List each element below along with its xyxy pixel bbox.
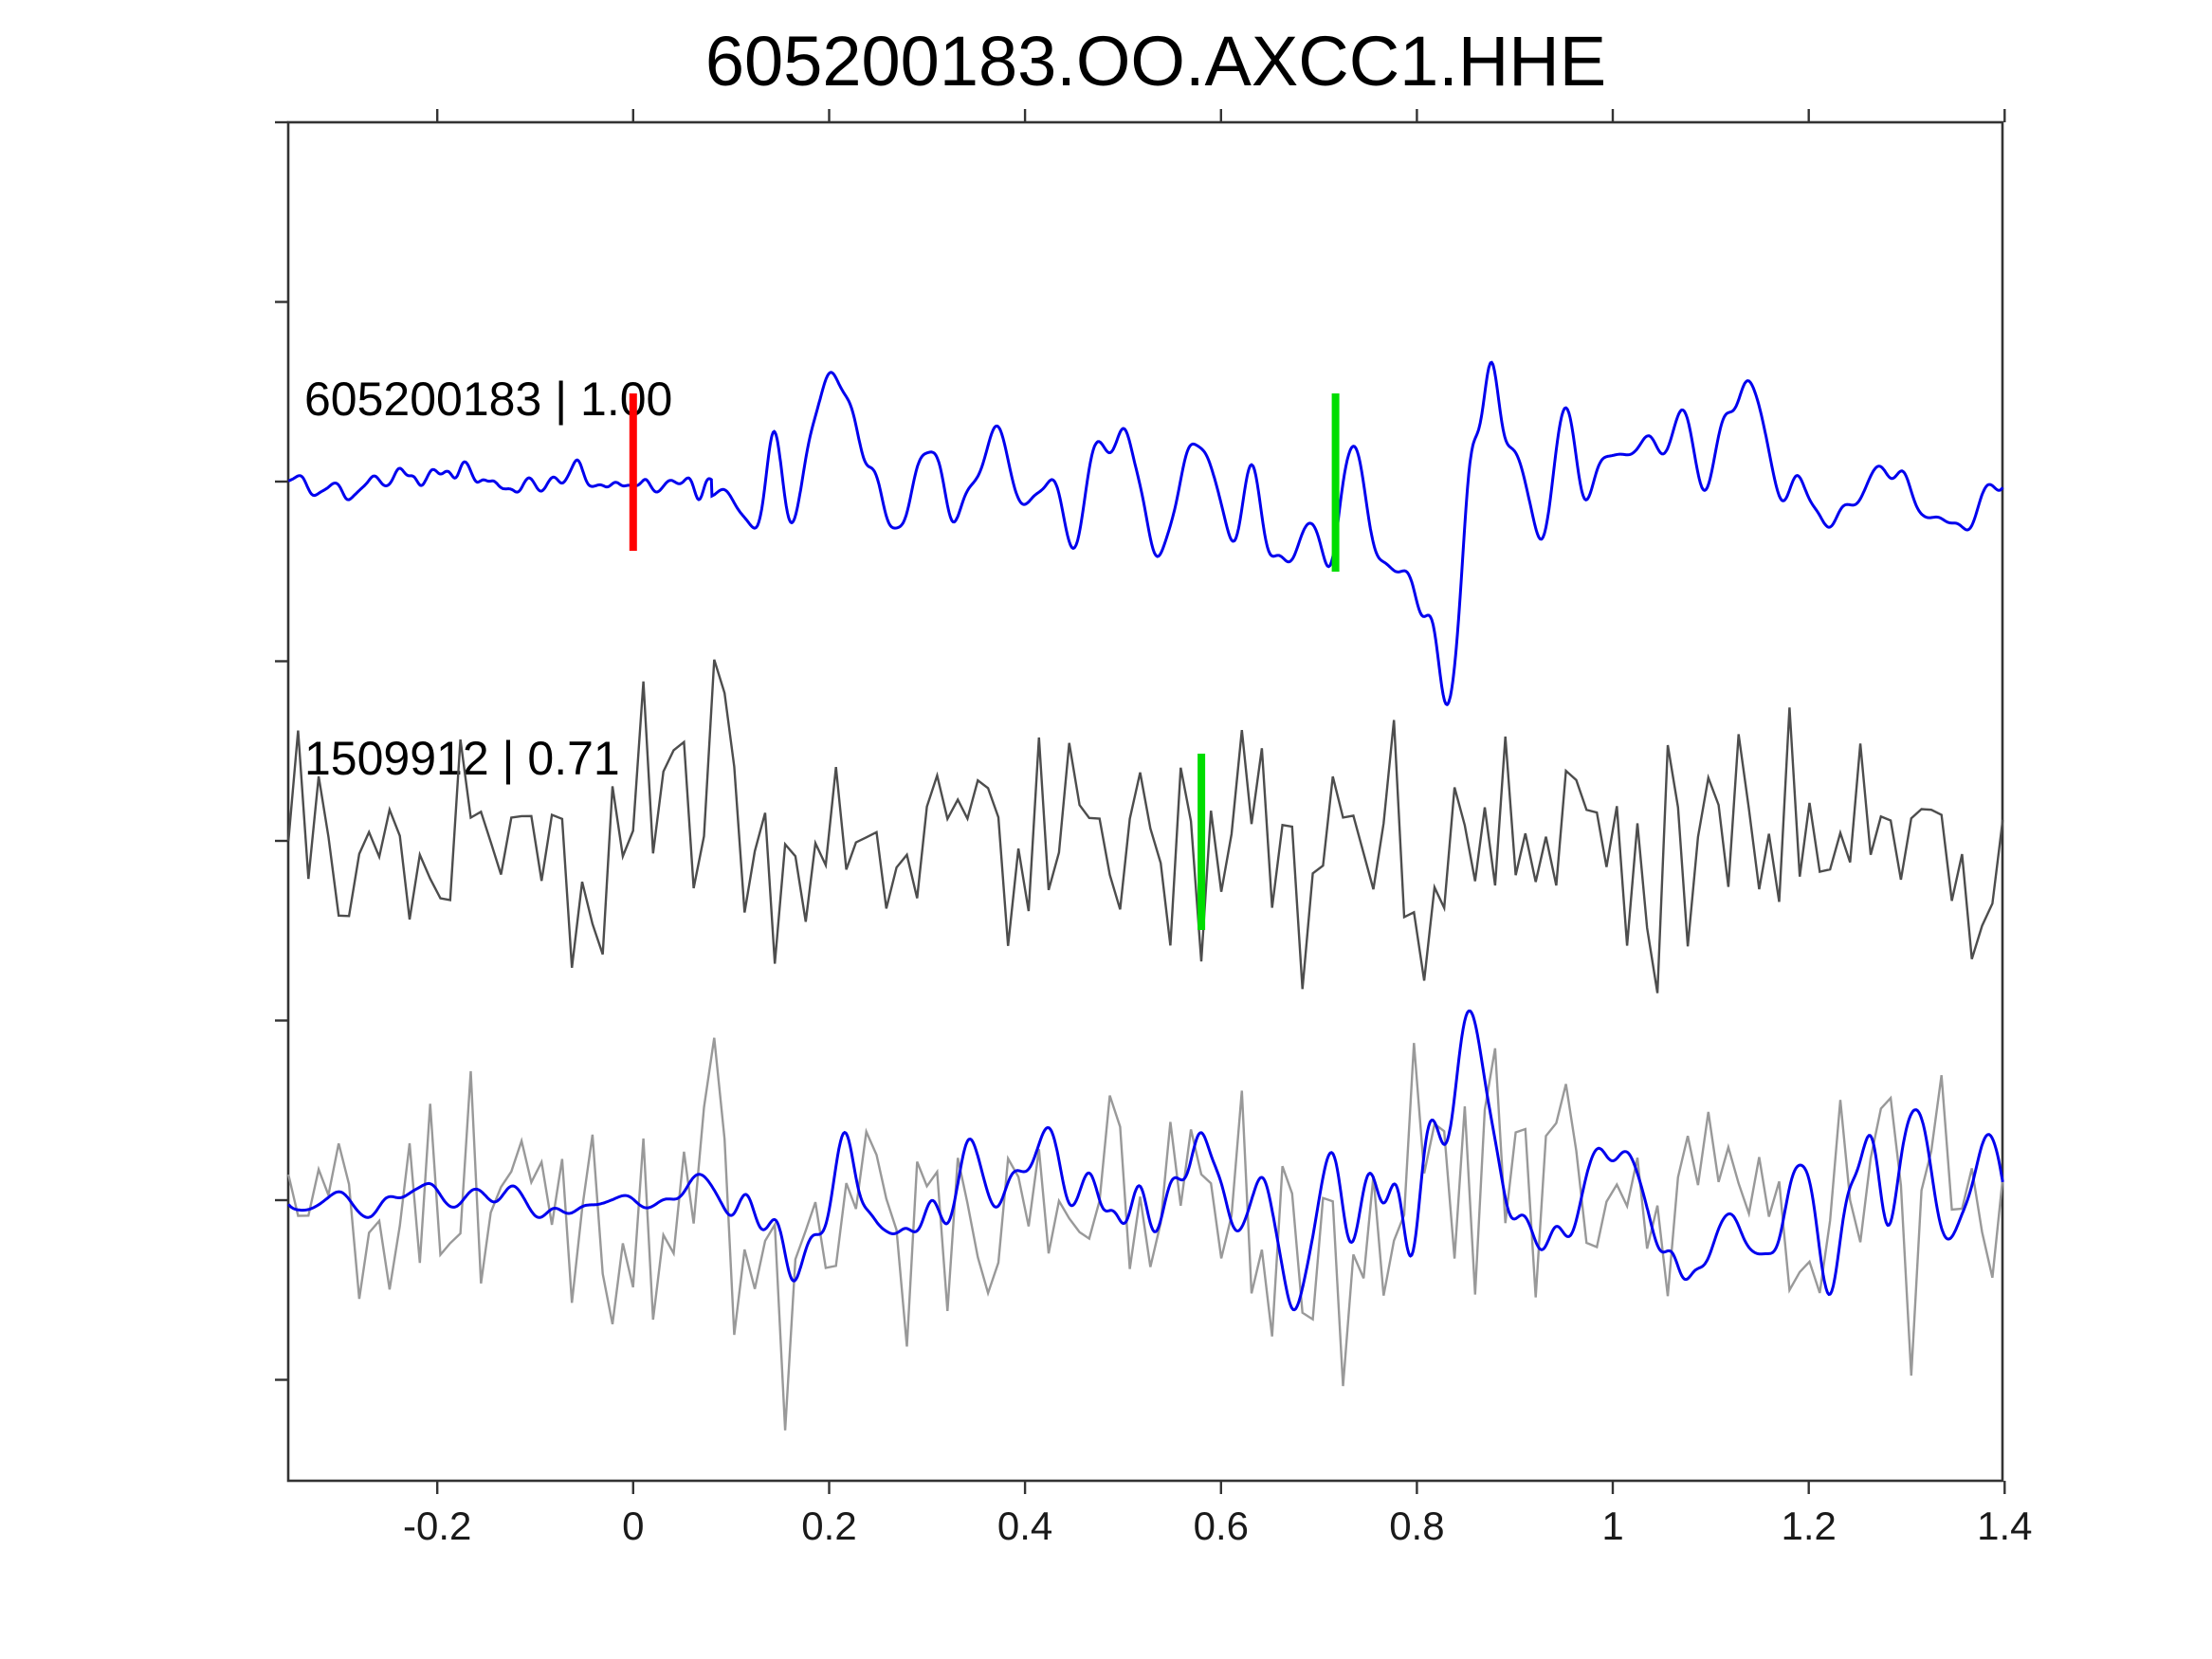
svg-text:-0.2: -0.2 xyxy=(403,1504,471,1548)
svg-text:0.6: 0.6 xyxy=(1194,1504,1249,1548)
svg-text:0.8: 0.8 xyxy=(1389,1504,1444,1548)
svg-text:0.2: 0.2 xyxy=(801,1504,856,1548)
svg-text:1.4: 1.4 xyxy=(1977,1504,2032,1548)
svg-text:0: 0 xyxy=(622,1504,644,1548)
svg-text:605200183.OO.AXCC1.HHE: 605200183.OO.AXCC1.HHE xyxy=(705,22,1606,100)
svg-text:605200183 | 1.00: 605200183 | 1.00 xyxy=(304,373,672,426)
svg-text:0.4: 0.4 xyxy=(997,1504,1052,1548)
svg-text:1: 1 xyxy=(1601,1504,1623,1548)
svg-text:1.2: 1.2 xyxy=(1782,1504,1837,1548)
